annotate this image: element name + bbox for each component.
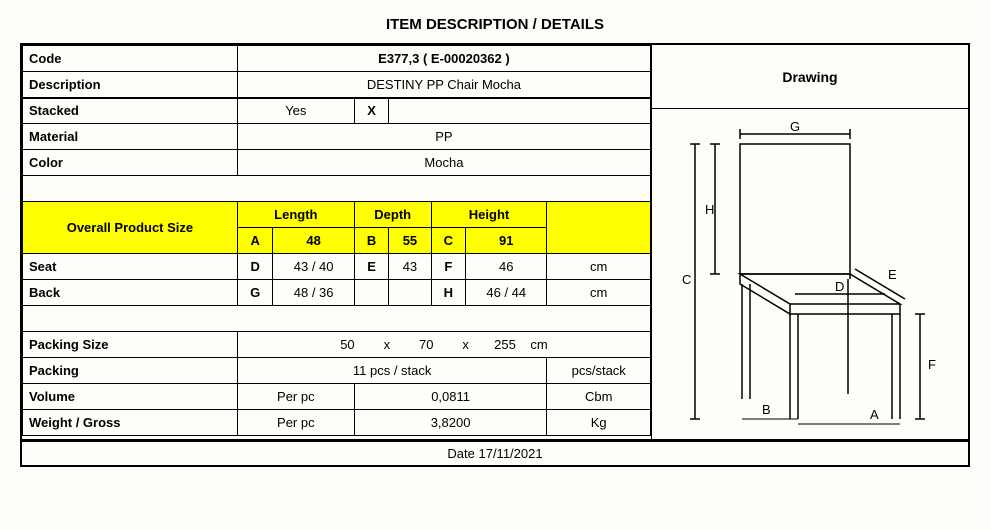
weight-perpc: Per pc bbox=[237, 410, 354, 436]
back-unit: cm bbox=[547, 280, 651, 306]
dim-H-label: H bbox=[431, 280, 466, 306]
label-volume: Volume bbox=[23, 384, 238, 410]
spec-table-area: Code E377,3 ( E-00020362 ) Description D… bbox=[22, 45, 652, 439]
stacked-yes: Yes bbox=[237, 98, 354, 124]
dim-label-B: B bbox=[762, 402, 771, 417]
spacer bbox=[23, 176, 651, 202]
header-depth: Depth bbox=[354, 202, 431, 228]
stacked-x: X bbox=[354, 98, 389, 124]
label-overall: Overall Product Size bbox=[23, 202, 238, 254]
value-weight: 3,8200 bbox=[354, 410, 547, 436]
value-color: Mocha bbox=[237, 150, 650, 176]
dim-A-val: 48 bbox=[273, 228, 354, 254]
dim-F-val: 46 bbox=[466, 254, 547, 280]
pack-unit: cm bbox=[530, 337, 547, 352]
dim-D-val: 43 / 40 bbox=[273, 254, 354, 280]
value-code: E377,3 ( E-00020362 ) bbox=[237, 46, 650, 72]
pack-h: 255 bbox=[494, 337, 516, 352]
spacer2 bbox=[23, 306, 651, 332]
dim-label-A: A bbox=[870, 407, 879, 422]
dim-G-label: G bbox=[237, 280, 273, 306]
value-description: DESTINY PP Chair Mocha bbox=[237, 72, 650, 98]
label-back: Back bbox=[23, 280, 238, 306]
header-length: Length bbox=[237, 202, 354, 228]
dim-label-C: C bbox=[682, 272, 691, 287]
label-description: Description bbox=[23, 72, 238, 98]
pack-d: 70 bbox=[419, 337, 433, 352]
dim-E-label: E bbox=[354, 254, 389, 280]
label-weight: Weight / Gross bbox=[23, 410, 238, 436]
dim-B-label: B bbox=[354, 228, 389, 254]
chair-drawing: G H C F E D B A bbox=[670, 119, 950, 429]
volume-perpc: Per pc bbox=[237, 384, 354, 410]
value-packing-size: 50 x 70 x 255 cm bbox=[237, 332, 650, 358]
dim-F-label: F bbox=[431, 254, 466, 280]
spec-table: Code E377,3 ( E-00020362 ) Description D… bbox=[22, 45, 651, 436]
dim-D-label: D bbox=[237, 254, 273, 280]
dim-B-val: 55 bbox=[389, 228, 431, 254]
back-blank2 bbox=[389, 280, 431, 306]
label-seat: Seat bbox=[23, 254, 238, 280]
dim-C-label: C bbox=[431, 228, 466, 254]
header-height: Height bbox=[431, 202, 547, 228]
dim-label-F: F bbox=[928, 357, 936, 372]
drawing-header: Drawing bbox=[652, 45, 968, 109]
value-packing: 11 pcs / stack bbox=[237, 358, 547, 384]
dim-A-label: A bbox=[237, 228, 273, 254]
label-material: Material bbox=[23, 124, 238, 150]
dim-C-val: 91 bbox=[466, 228, 547, 254]
dim-label-E: E bbox=[888, 267, 897, 282]
dim-E-val: 43 bbox=[389, 254, 431, 280]
volume-unit: Cbm bbox=[547, 384, 651, 410]
label-code: Code bbox=[23, 46, 238, 72]
pack-l: 50 bbox=[340, 337, 354, 352]
label-stacked: Stacked bbox=[23, 98, 238, 124]
dim-G-val: 48 / 36 bbox=[273, 280, 354, 306]
label-packing-size: Packing Size bbox=[23, 332, 238, 358]
dim-H-val: 46 / 44 bbox=[466, 280, 547, 306]
value-volume: 0,0811 bbox=[354, 384, 547, 410]
weight-unit: Kg bbox=[547, 410, 651, 436]
label-color: Color bbox=[23, 150, 238, 176]
footer-date: Date 17/11/2021 bbox=[22, 441, 968, 465]
header-unit-blank bbox=[547, 202, 651, 254]
page-title: ITEM DESCRIPTION / DETAILS bbox=[20, 16, 970, 33]
spec-sheet: Code E377,3 ( E-00020362 ) Description D… bbox=[20, 43, 970, 441]
pack-x1: x bbox=[384, 337, 391, 352]
dim-label-H: H bbox=[705, 202, 714, 217]
back-blank1 bbox=[354, 280, 389, 306]
drawing-area: G H C F E D B A bbox=[652, 109, 968, 439]
drawing-column: Drawing bbox=[652, 45, 968, 439]
stacked-blank bbox=[389, 98, 651, 124]
packing-unit: pcs/stack bbox=[547, 358, 651, 384]
value-material: PP bbox=[237, 124, 650, 150]
dim-label-G: G bbox=[790, 119, 800, 134]
pack-x2: x bbox=[462, 337, 469, 352]
label-packing: Packing bbox=[23, 358, 238, 384]
seat-unit: cm bbox=[547, 254, 651, 280]
dim-label-D: D bbox=[835, 279, 844, 294]
